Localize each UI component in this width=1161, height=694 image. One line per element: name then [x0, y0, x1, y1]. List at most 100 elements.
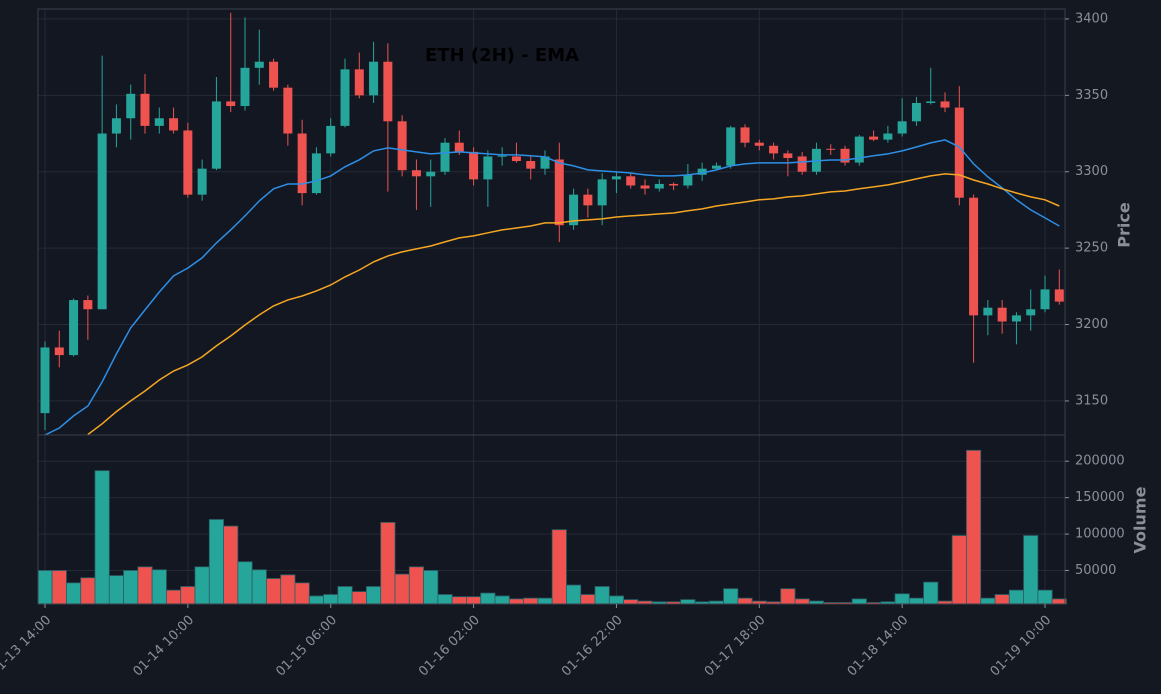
candle-body — [997, 307, 1007, 322]
volume-bar — [366, 586, 382, 605]
candle-body — [40, 347, 50, 414]
volume-bar — [580, 594, 596, 605]
candle-body — [254, 61, 264, 68]
volume-bar — [308, 595, 324, 605]
candle-body — [97, 133, 107, 310]
volume-axis-label: Volume — [1131, 486, 1150, 553]
y-tick-label: 3150 — [1075, 393, 1108, 408]
candle-body — [597, 179, 607, 206]
volume-tick-label: 50000 — [1075, 563, 1116, 578]
volume-bar — [1051, 598, 1067, 605]
candle-body — [397, 121, 407, 171]
candle-body — [283, 87, 293, 134]
y-tick-label: 3200 — [1075, 317, 1108, 332]
chart-title: ETH (2H) - EMA — [425, 45, 579, 66]
candle-body — [226, 101, 236, 107]
volume-bar — [723, 588, 739, 605]
volume-bar — [123, 570, 139, 605]
volume-bar — [980, 597, 996, 605]
volume-bar — [208, 519, 224, 605]
volume-bar — [966, 449, 982, 605]
candle-body — [897, 121, 907, 134]
candle-body — [240, 67, 250, 107]
x-tick-label: 01-19 10:00 — [988, 613, 1055, 680]
volume-bar — [266, 578, 282, 605]
candle-body — [111, 118, 121, 134]
volume-bar — [437, 594, 453, 605]
candle-body — [383, 61, 393, 122]
volume-bar — [194, 566, 210, 605]
x-tick-label: 01-18 14:00 — [845, 613, 912, 680]
candle-body — [540, 156, 550, 169]
candle-body — [69, 300, 79, 356]
candle-body — [211, 101, 221, 169]
volume-bar — [451, 596, 467, 605]
volume-bar — [466, 596, 482, 605]
candle-body — [1040, 289, 1050, 310]
candle-body — [369, 61, 379, 96]
volume-bar — [223, 525, 239, 605]
candle-body — [154, 118, 164, 126]
volume-bar — [108, 575, 124, 605]
volume-bar — [51, 570, 67, 605]
candle-body — [511, 156, 521, 162]
volume-bar — [923, 581, 939, 605]
volume-bar — [908, 597, 924, 605]
candle-body — [183, 130, 193, 195]
volume-bar — [780, 588, 796, 605]
candle-body — [297, 133, 307, 194]
x-tick-label: 01-13 14:00 — [0, 613, 54, 680]
candle-body — [326, 125, 336, 154]
candle-body — [1054, 289, 1064, 302]
volume-bar — [337, 586, 353, 605]
candle-body — [169, 118, 179, 131]
volume-tick-label: 100000 — [1075, 527, 1125, 542]
volume-bar — [594, 586, 610, 605]
volume-bar — [151, 569, 167, 605]
volume-tick-label: 150000 — [1075, 490, 1125, 505]
volume-bar — [94, 470, 110, 605]
y-axis-label: Price — [1115, 202, 1134, 248]
volume-bar — [423, 570, 439, 605]
candle-body — [683, 174, 693, 186]
candle-body — [1011, 315, 1021, 322]
volume-bar — [294, 582, 310, 605]
volume-bar — [523, 597, 539, 605]
volume-bar — [623, 599, 639, 605]
volume-bar — [737, 597, 753, 605]
candle-body — [797, 156, 807, 172]
candle-body — [911, 102, 921, 122]
volume-bar — [80, 577, 96, 605]
volume-bar — [137, 566, 153, 605]
candle-body — [740, 127, 750, 143]
volume-bar — [494, 595, 510, 605]
volume-bar — [180, 586, 196, 605]
volume-bar — [680, 599, 696, 605]
volume-bar — [1023, 535, 1039, 605]
candle-body — [497, 155, 507, 157]
volume-bar — [251, 569, 267, 605]
volume-bar — [1008, 589, 1024, 605]
ema-line — [87, 173, 1060, 435]
volume-bar — [480, 592, 496, 605]
candle-body — [611, 176, 621, 180]
candle-body — [483, 156, 493, 180]
volume-bar — [37, 570, 53, 605]
volume-bar — [794, 598, 810, 605]
candle-body — [126, 93, 136, 119]
candle-body — [140, 93, 150, 126]
y-tick-label: 3350 — [1075, 88, 1108, 103]
candle-body — [826, 148, 836, 150]
candle-body — [626, 176, 636, 186]
volume-bar — [537, 597, 553, 605]
volume-bar — [380, 522, 396, 605]
candle-body — [83, 300, 93, 310]
ema-line — [44, 139, 1060, 435]
y-tick-label: 3400 — [1075, 11, 1108, 26]
volume-bar — [566, 584, 582, 605]
x-tick-label: 01-16 02:00 — [416, 613, 483, 680]
candle-body — [440, 142, 450, 172]
candle-body — [197, 168, 207, 195]
volume-bar — [237, 561, 253, 605]
